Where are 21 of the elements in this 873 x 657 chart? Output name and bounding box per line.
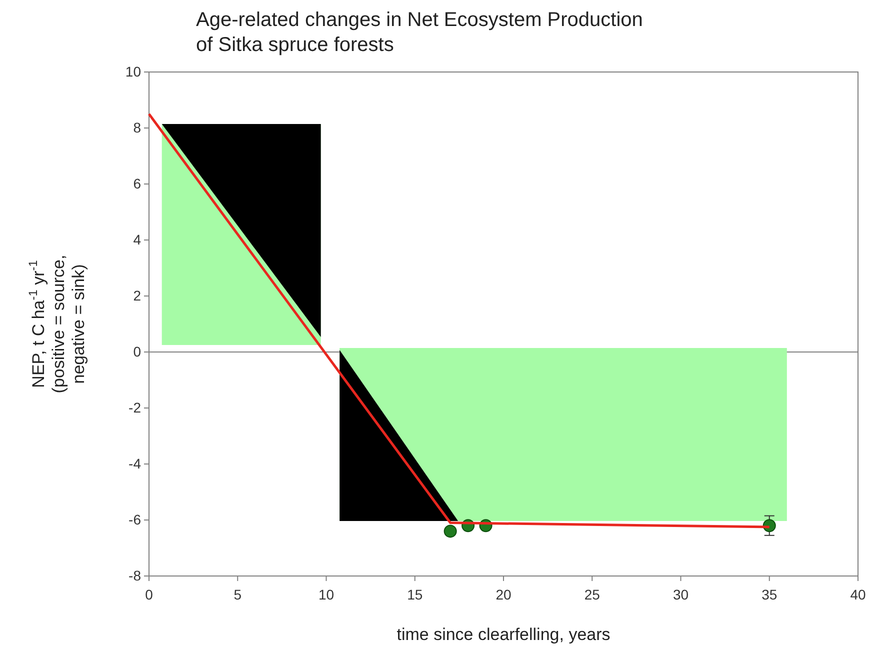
y-tick-label: -8 (128, 567, 142, 584)
x-tick-label: 40 (850, 586, 866, 602)
y-tick-label: -4 (128, 455, 142, 472)
y-tick-label: -6 (128, 511, 142, 528)
x-axis-title: time since clearfelling, years (396, 625, 610, 644)
y-tick-label: -2 (128, 399, 142, 416)
y-tick-label: 6 (133, 175, 142, 192)
y-tick-label: 8 (133, 119, 142, 136)
y-tick-label: 2 (133, 287, 142, 304)
y-tick-label: 4 (133, 231, 142, 248)
x-tick-label: 10 (318, 586, 334, 602)
x-tick-label: 15 (407, 586, 423, 602)
x-tick-label: 0 (145, 586, 154, 602)
x-tick-label: 25 (584, 586, 600, 602)
x-tick-label: 30 (672, 586, 689, 602)
x-tick-label: 20 (496, 586, 512, 602)
x-tick-label: 35 (762, 586, 778, 602)
y-tick-label: 0 (133, 343, 142, 360)
x-tick-label: 5 (234, 586, 242, 602)
chart-title: Age-related changes in Net Ecosystem Production of Sitka spruce forests (196, 9, 643, 56)
y-tick-label: 10 (125, 63, 142, 80)
